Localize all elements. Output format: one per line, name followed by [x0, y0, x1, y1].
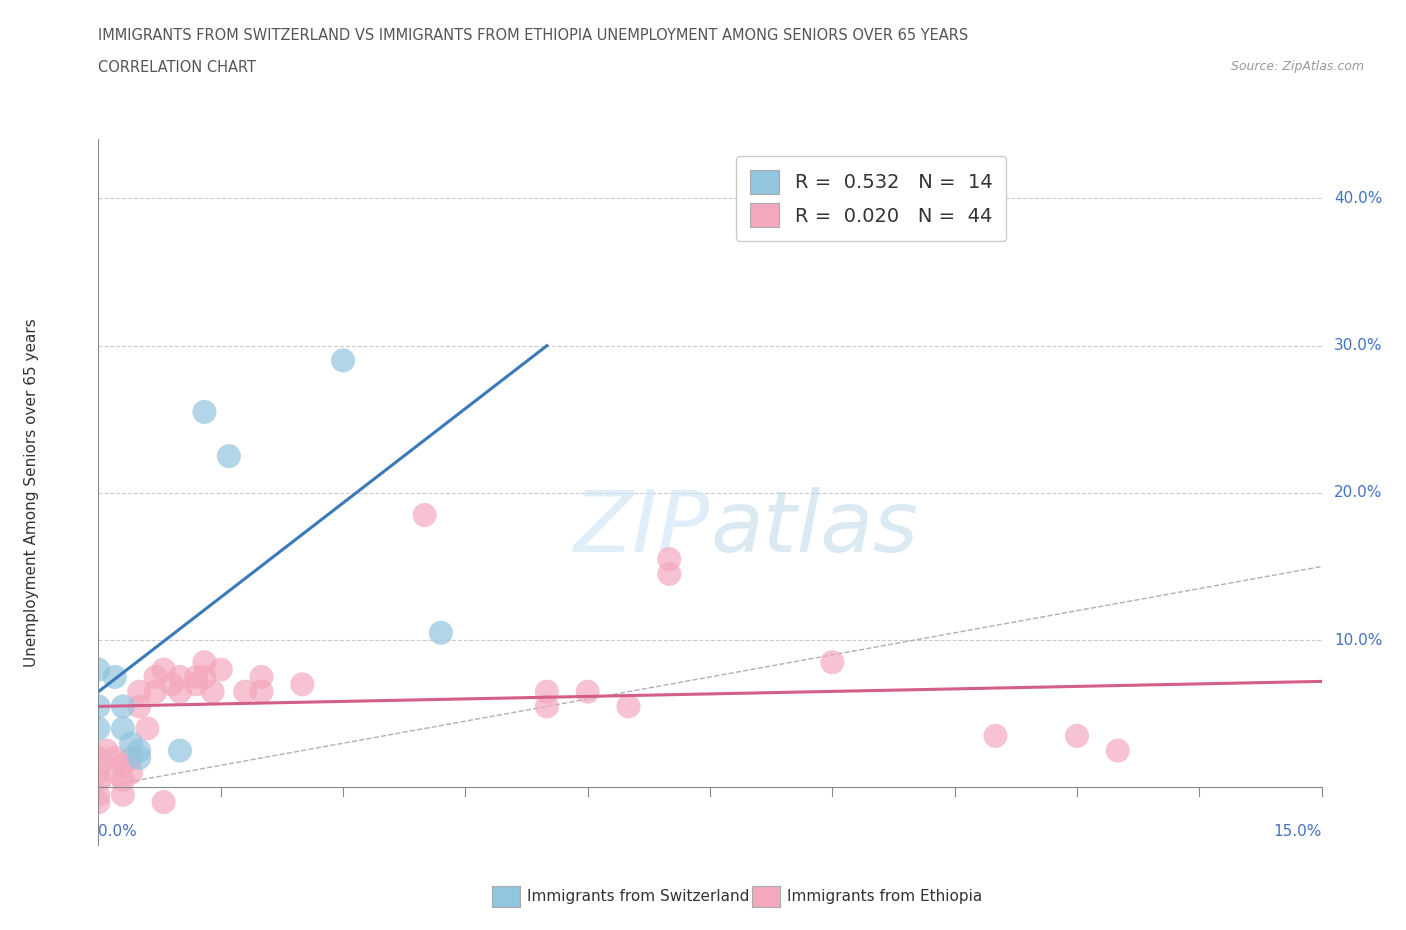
Text: 0.0%: 0.0% — [98, 824, 138, 839]
Point — [186, 670, 208, 684]
Point — [104, 765, 127, 780]
Text: Immigrants from Ethiopia: Immigrants from Ethiopia — [787, 889, 983, 904]
Point — [332, 353, 354, 368]
Text: IMMIGRANTS FROM SWITZERLAND VS IMMIGRANTS FROM ETHIOPIA UNEMPLOYMENT AMONG SENIO: IMMIGRANTS FROM SWITZERLAND VS IMMIGRANT… — [98, 28, 969, 43]
Point — [128, 684, 150, 699]
Point — [250, 684, 273, 699]
Point — [186, 677, 208, 692]
Point — [169, 684, 191, 699]
Point — [87, 721, 110, 736]
Text: ZIP: ZIP — [574, 486, 710, 570]
Point — [984, 728, 1007, 743]
Point — [87, 751, 110, 765]
Point — [617, 699, 640, 714]
Point — [111, 721, 134, 736]
Point — [87, 794, 110, 809]
Point — [1107, 743, 1129, 758]
Point — [658, 551, 681, 566]
Point — [160, 677, 183, 692]
Point — [209, 662, 232, 677]
Point — [87, 662, 110, 677]
Text: CORRELATION CHART: CORRELATION CHART — [98, 60, 256, 75]
Point — [111, 758, 134, 773]
Legend: R =  0.532   N =  14, R =  0.020   N =  44: R = 0.532 N = 14, R = 0.020 N = 44 — [737, 156, 1007, 241]
Text: 10.0%: 10.0% — [1334, 632, 1382, 647]
Point — [193, 670, 215, 684]
Point — [250, 670, 273, 684]
Point — [96, 743, 118, 758]
Text: 30.0%: 30.0% — [1334, 339, 1382, 353]
Point — [536, 684, 558, 699]
Point — [536, 699, 558, 714]
Text: atlas: atlas — [710, 486, 918, 570]
Text: 20.0%: 20.0% — [1334, 485, 1382, 500]
Point — [201, 684, 224, 699]
Point — [128, 751, 150, 765]
Point — [233, 684, 256, 699]
Point — [128, 743, 150, 758]
Point — [658, 566, 681, 581]
Point — [104, 670, 127, 684]
Text: Immigrants from Switzerland: Immigrants from Switzerland — [527, 889, 749, 904]
Point — [111, 773, 134, 788]
Point — [169, 670, 191, 684]
Text: 15.0%: 15.0% — [1274, 824, 1322, 839]
Point — [145, 684, 167, 699]
Point — [218, 448, 240, 463]
Point — [87, 765, 110, 780]
Point — [145, 670, 167, 684]
Point — [1066, 728, 1088, 743]
Point — [136, 721, 159, 736]
Text: Unemployment Among Seniors over 65 years: Unemployment Among Seniors over 65 years — [24, 319, 38, 668]
Point — [152, 662, 174, 677]
Point — [128, 699, 150, 714]
Point — [413, 508, 436, 523]
Point — [120, 765, 142, 780]
Text: Source: ZipAtlas.com: Source: ZipAtlas.com — [1230, 60, 1364, 73]
Point — [576, 684, 599, 699]
Text: 40.0%: 40.0% — [1334, 191, 1382, 206]
Point — [193, 655, 215, 670]
Point — [291, 677, 314, 692]
Point — [120, 751, 142, 765]
Point — [87, 773, 110, 788]
Point — [169, 743, 191, 758]
Point — [430, 625, 453, 640]
Point — [87, 788, 110, 803]
Point — [120, 736, 142, 751]
Point — [193, 405, 215, 419]
Point — [111, 788, 134, 803]
Point — [87, 699, 110, 714]
Point — [152, 794, 174, 809]
Point — [104, 751, 127, 765]
Point — [821, 655, 844, 670]
Point — [111, 699, 134, 714]
